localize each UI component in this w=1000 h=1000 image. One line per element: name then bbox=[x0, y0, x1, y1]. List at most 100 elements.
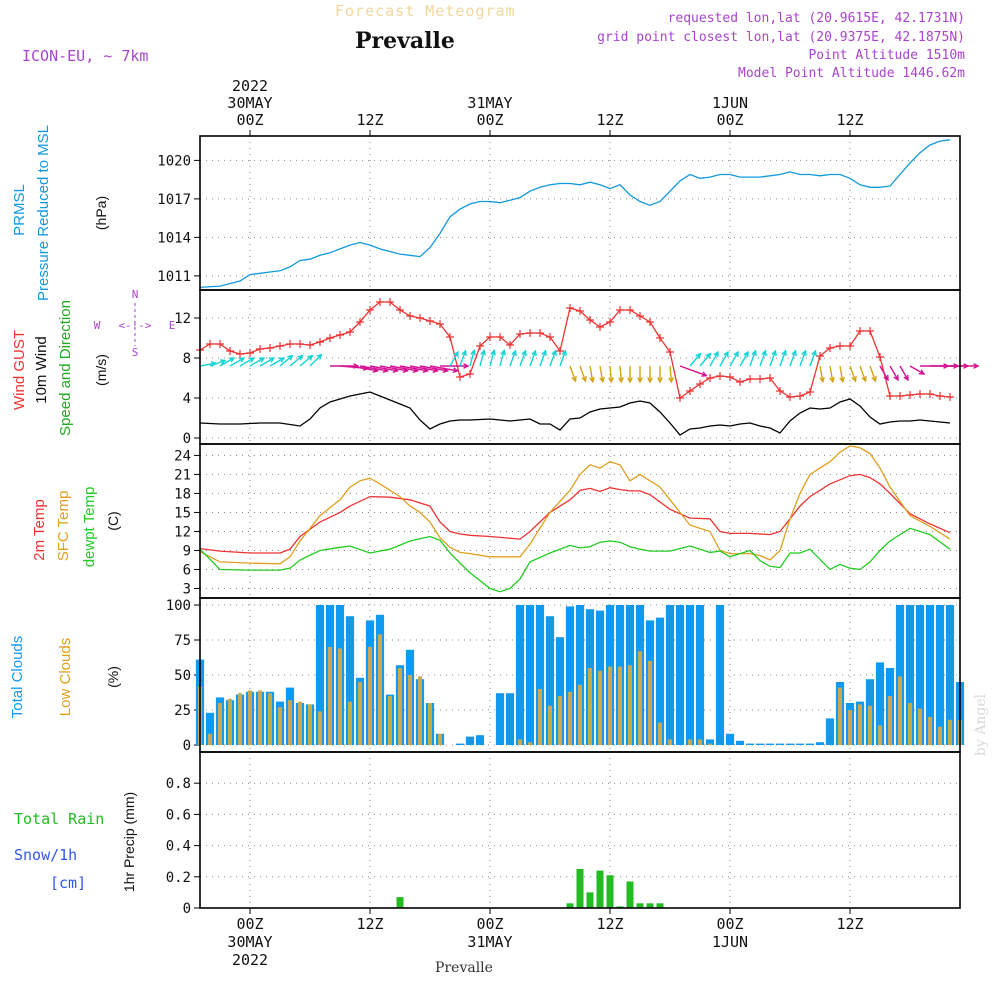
low-cloud-bar bbox=[637, 651, 643, 745]
wind-arrow bbox=[719, 351, 729, 367]
gust-marker bbox=[586, 316, 594, 324]
total-cloud-bar bbox=[655, 617, 665, 745]
wind-arrow-head bbox=[268, 357, 276, 363]
low-cloud-bar bbox=[587, 668, 593, 745]
wind-arrow-head bbox=[893, 374, 899, 382]
wind-arrow bbox=[429, 365, 458, 372]
wind-arrow bbox=[349, 365, 378, 372]
low-cloud-bar bbox=[937, 726, 943, 745]
gust-marker bbox=[946, 393, 954, 401]
gust-marker bbox=[276, 342, 284, 350]
compass-w: W bbox=[94, 319, 101, 332]
wind-arrow-head bbox=[608, 377, 614, 384]
wind-arrow bbox=[909, 365, 925, 375]
low-cloud-bar bbox=[527, 742, 533, 745]
total-cloud-bar bbox=[745, 743, 755, 745]
gust-marker bbox=[396, 306, 404, 314]
gust-marker bbox=[636, 312, 644, 320]
gust-marker bbox=[456, 373, 464, 381]
low-cloud-bar bbox=[927, 717, 933, 745]
temperature-ytick-label: 12 bbox=[174, 524, 191, 540]
gust-marker bbox=[866, 327, 874, 335]
low-cloud-bar bbox=[377, 634, 383, 745]
total-cloud-bar bbox=[945, 605, 955, 745]
total-cloud-bar bbox=[535, 605, 545, 745]
wind-arrow bbox=[509, 350, 517, 367]
gust-marker bbox=[876, 353, 884, 361]
wind-arrow bbox=[829, 365, 834, 382]
gust-marker bbox=[496, 333, 504, 341]
wind-arrow-head bbox=[829, 376, 835, 384]
clouds-ytick-label: 50 bbox=[174, 668, 191, 684]
wind-arrow-head bbox=[452, 367, 460, 373]
total-rain-label: Total Rain bbox=[14, 810, 104, 828]
gust-marker bbox=[286, 340, 294, 348]
wind-arrow bbox=[249, 357, 265, 367]
gust-marker bbox=[766, 374, 774, 382]
low-cloud-bar bbox=[567, 691, 573, 745]
wind-arrow-head bbox=[839, 376, 845, 384]
low-cloud-bar bbox=[837, 687, 843, 745]
total-cloud-bar bbox=[775, 743, 785, 745]
gust-marker bbox=[646, 318, 654, 326]
top-time-label: 12Z bbox=[596, 111, 623, 129]
wind-arrow bbox=[199, 362, 216, 367]
credit: by Angel bbox=[973, 693, 989, 756]
gust-marker bbox=[926, 390, 934, 398]
wind-arrow-head bbox=[470, 349, 476, 356]
wind-arrow-head bbox=[637, 377, 643, 384]
wind-arrow-head bbox=[871, 375, 877, 383]
gust-marker bbox=[226, 347, 234, 355]
wind-arrow bbox=[669, 365, 673, 383]
low-cloud-bar bbox=[247, 690, 253, 745]
low-cloud-bar bbox=[867, 705, 873, 745]
wind-arrow bbox=[689, 353, 701, 367]
bottom-time-label: 12Z bbox=[836, 915, 863, 933]
total-cloud-bar bbox=[495, 693, 505, 745]
wind-arrow bbox=[769, 350, 777, 367]
wind-arrow bbox=[479, 350, 485, 367]
wind-arrow-head bbox=[723, 350, 729, 358]
low-cloud-bar bbox=[207, 733, 213, 745]
wind-arrow-head bbox=[511, 349, 517, 357]
gust-marker bbox=[256, 345, 264, 353]
wind-arrow-head bbox=[238, 357, 246, 363]
low-cloud-bar bbox=[617, 666, 623, 745]
low-cloud-bar bbox=[367, 647, 373, 745]
gust-marker bbox=[516, 330, 524, 338]
wind-arrow bbox=[579, 365, 587, 382]
wind-arrow bbox=[359, 365, 388, 372]
gust-marker bbox=[326, 334, 334, 342]
total-clouds-label: Total Clouds bbox=[9, 636, 26, 719]
gust-marker bbox=[386, 298, 394, 306]
gust-marker bbox=[216, 340, 224, 348]
wind-arrow bbox=[519, 350, 527, 367]
wind-arrow-head bbox=[973, 363, 980, 369]
wind-arrow-head bbox=[791, 349, 797, 357]
gust-marker bbox=[576, 307, 584, 315]
t2m-label: 2m Temp bbox=[31, 499, 48, 560]
wind-arrow bbox=[899, 365, 909, 381]
gust-marker bbox=[936, 392, 944, 400]
wind-arrow bbox=[389, 365, 418, 372]
wind-ytick-label: 4 bbox=[183, 391, 191, 407]
subtitle: Forecast Meteogram bbox=[335, 2, 516, 20]
total-cloud-bar bbox=[525, 605, 535, 745]
wind-arrow bbox=[489, 350, 495, 367]
precip-ytick-label: 0.6 bbox=[166, 807, 191, 823]
wind-arrow-head bbox=[743, 350, 749, 358]
wind-arrow bbox=[539, 350, 547, 367]
top-time-label: 00Z bbox=[476, 111, 503, 129]
temperature-ytick-label: 9 bbox=[183, 543, 191, 559]
wind-arrow bbox=[799, 350, 807, 367]
gust-marker bbox=[316, 338, 324, 346]
wind-arrow-head bbox=[307, 354, 314, 361]
precip-panel: 0 0.2 0.4 0.6 0.8 bbox=[166, 751, 961, 917]
gust-marker bbox=[546, 333, 554, 341]
gust-marker bbox=[846, 342, 854, 350]
precip-ytick-label: 0.8 bbox=[166, 776, 191, 792]
gust-marker bbox=[306, 341, 314, 349]
pressure-labels: PRMSL Pressure Reduced to MSL (hPa) bbox=[11, 125, 109, 301]
gust-marker bbox=[676, 394, 684, 402]
gust-marker bbox=[366, 306, 374, 314]
